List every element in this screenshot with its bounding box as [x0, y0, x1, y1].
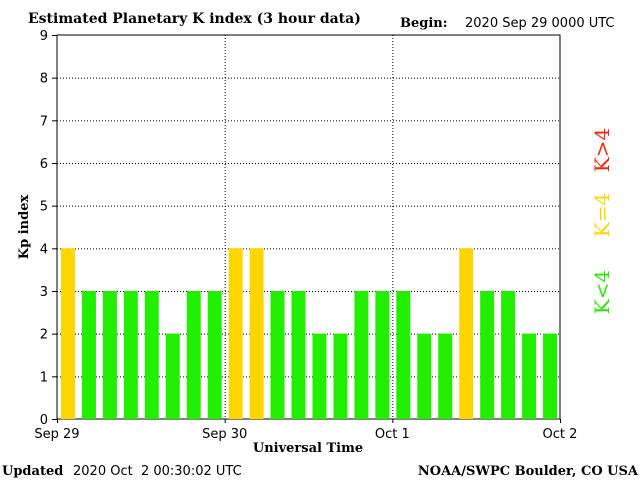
- y-tick-label: 6: [40, 157, 48, 172]
- legend-equal-4: K=4: [590, 193, 614, 237]
- updated-label: Updated: [2, 464, 63, 479]
- x-tick-label: Oct 1: [375, 427, 410, 442]
- y-axis-ticks: 0 1 2 3 4 5 6 7 8 9: [40, 29, 57, 428]
- grid-lines: [57, 35, 560, 419]
- y-tick-label: 3: [40, 285, 48, 300]
- kp-bar: [312, 333, 327, 419]
- kp-bar: [186, 291, 201, 419]
- x-axis-title: Universal Time: [253, 441, 363, 456]
- chart-title: Estimated Planetary K index (3 hour data…: [28, 11, 361, 27]
- y-tick-label: 1: [40, 370, 48, 385]
- kp-bar: [165, 333, 180, 419]
- begin-label: Begin:: [400, 16, 448, 31]
- credit-text: NOAA/SWPC Boulder, CO USA: [418, 464, 639, 479]
- kp-bar: [249, 248, 264, 419]
- y-tick-label: 4: [40, 242, 48, 257]
- kp-bar: [144, 291, 159, 419]
- x-axis-ticks: Sep 29 Sep 30 Oct 1 Oct 2: [34, 419, 577, 442]
- plot-frame: [56, 34, 561, 420]
- kp-bar: [459, 248, 474, 419]
- bar-series: [61, 248, 557, 419]
- kp-bar: [438, 333, 453, 419]
- kp-bar: [522, 333, 537, 419]
- kp-bar: [291, 291, 306, 419]
- legend-below-4: K<4: [590, 270, 614, 314]
- y-tick-label: 0: [40, 413, 48, 428]
- kp-bar: [501, 291, 516, 419]
- kp-bar: [207, 291, 222, 419]
- kp-bar: [333, 333, 348, 419]
- y-tick-label: 8: [40, 72, 48, 87]
- kp-bar: [102, 291, 117, 419]
- kp-bar: [396, 291, 411, 419]
- kp-bar: [61, 248, 75, 419]
- kp-bar: [123, 291, 138, 419]
- y-tick-label: 5: [40, 200, 48, 215]
- kp-bar: [543, 333, 557, 419]
- kp-bar: [417, 333, 432, 419]
- begin-value: 2020 Sep 29 0000 UTC: [465, 16, 615, 31]
- legend-above-4: K>4: [590, 128, 614, 172]
- kp-bar: [354, 291, 369, 419]
- kp-bar: [81, 291, 96, 419]
- x-tick-label: Sep 30: [202, 427, 247, 442]
- x-tick-label: Oct 2: [543, 427, 578, 442]
- y-tick-label: 9: [40, 29, 48, 44]
- x-tick-label: Sep 29: [34, 427, 79, 442]
- kp-bar: [480, 291, 495, 419]
- y-tick-label: 7: [40, 114, 48, 129]
- updated-value: 2020 Oct 2 00:30:02 UTC: [73, 464, 242, 479]
- kp-bar: [270, 291, 285, 419]
- y-tick-label: 2: [40, 328, 48, 343]
- y-axis-title: Kp index: [17, 195, 32, 260]
- kp-bar: [228, 248, 243, 419]
- kp-bar: [375, 291, 390, 419]
